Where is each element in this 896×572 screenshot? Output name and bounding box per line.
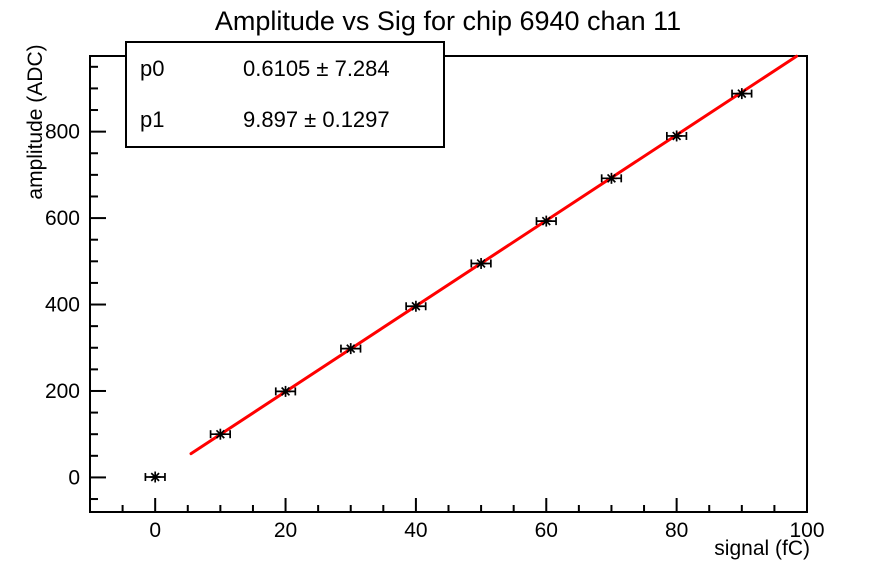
data-point [274,385,297,397]
x-tick-label: 80 [665,519,688,542]
data-point [144,471,166,483]
stats-row-p1: p1 9.897 ± 0.1297 [127,95,443,147]
stats-p1-label: p1 [140,107,165,133]
stats-p1-value: 9.897 ± 0.1297 [243,107,390,133]
y-tick-label: 200 [45,380,80,403]
x-tick-label: 20 [274,519,297,542]
marker-spoke-d2 [281,386,291,396]
y-tick-label: 800 [45,121,80,144]
fit-stats-box: p0 0.6105 ± 7.284 p1 9.897 ± 0.1297 [125,41,445,148]
marker-spoke-d2 [215,429,225,439]
marker-spoke-d2 [476,258,486,268]
data-point [731,88,753,100]
x-tick-label: 40 [404,519,427,542]
x-tick-label: 100 [789,519,824,542]
marker-spoke-d2 [150,472,160,482]
y-axis-title: amplitude (ADC) [24,44,47,200]
marker-spoke-d2 [411,301,421,311]
y-tick-label: 0 [68,466,80,489]
data-point [209,428,231,440]
x-axis-title: signal (fC) [714,537,810,560]
marker-spoke-d2 [541,216,551,226]
fit-line [189,54,799,456]
data-point [600,172,623,184]
chart-title: Amplitude vs Sig for chip 6940 chan 11 [214,6,682,36]
y-tick-label: 600 [45,207,80,230]
y-tick-label: 400 [45,294,80,317]
data-point [340,343,362,355]
stats-row-p0: p0 0.6105 ± 7.284 [127,43,443,95]
data-point [405,300,427,312]
data-point [535,215,557,227]
marker-spoke-d2 [606,173,616,183]
stats-p0-label: p0 [140,55,165,81]
x-tick-label: 0 [149,519,161,542]
marker-spoke-d2 [672,131,682,141]
marker-spoke-d2 [346,344,356,354]
x-tick-label: 60 [535,519,558,542]
data-point [470,257,492,269]
stats-p0-value: 0.6105 ± 7.284 [243,55,390,81]
data-point [666,130,688,142]
marker-spoke-d2 [737,89,747,99]
